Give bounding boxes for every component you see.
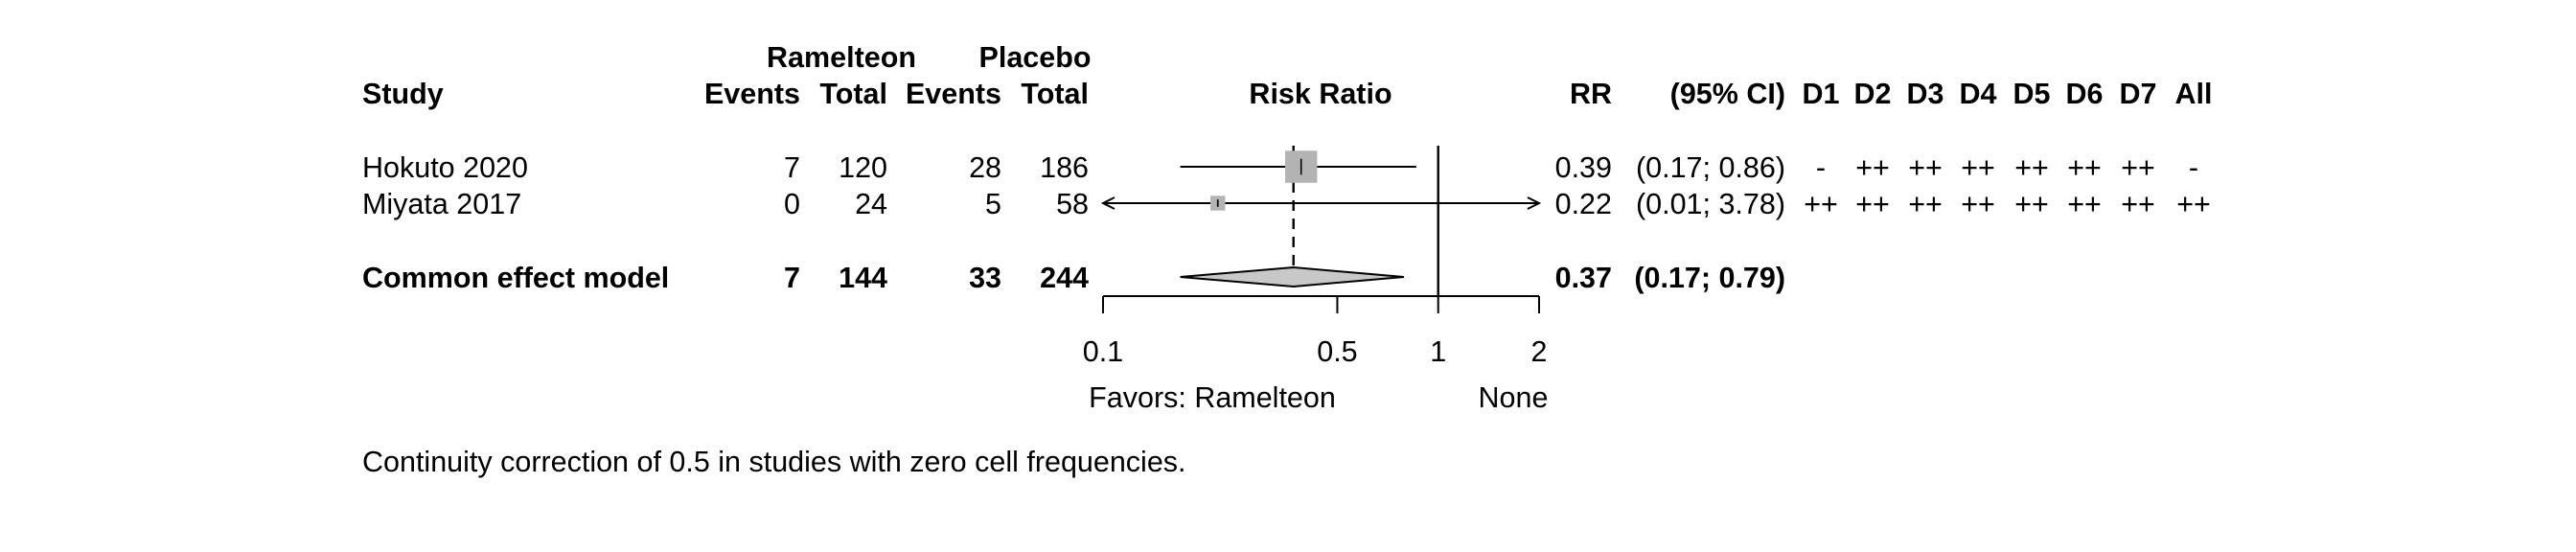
pooled-events1: 7: [784, 262, 800, 294]
pooled-rr: 0.37: [1555, 262, 1612, 294]
events2-cell: 5: [985, 188, 1001, 220]
x-tick-label: 2: [1531, 335, 1548, 368]
rob-header-d7: D7: [2120, 78, 2157, 110]
total1-cell: 24: [855, 188, 887, 220]
rob-cell-d6: ++: [2067, 188, 2102, 220]
rob-cell-d3: ++: [1908, 188, 1943, 220]
x-tick-label: 1: [1430, 335, 1446, 368]
rob-cell-d2: ++: [1855, 151, 1890, 184]
footnote: Continuity correction of 0.5 in studies …: [362, 446, 1186, 478]
total2-cell: 58: [1056, 188, 1089, 220]
rob-cell-d2: ++: [1855, 188, 1890, 220]
rob-header-d5: D5: [2013, 78, 2051, 110]
rob-cell-d6: ++: [2067, 151, 2102, 184]
rob-cell-d5: ++: [2014, 188, 2049, 220]
total2-header: Total: [1021, 78, 1089, 110]
total2-cell: 186: [1040, 151, 1089, 184]
pooled-total2: 244: [1040, 262, 1089, 294]
rob-domain-headers: D1 D2 D3 D4 D5 D6 D7 All: [1803, 78, 2213, 110]
study-name: Hokuto 2020: [362, 151, 528, 184]
events1-cell: 7: [784, 151, 800, 184]
rob-header-d6: D6: [2066, 78, 2104, 110]
ci-arrow-left: [1100, 196, 1116, 210]
study-name: Miyata 2017: [362, 188, 521, 220]
rr-cell: 0.22: [1555, 188, 1612, 220]
study-row: Miyata 2017 0 24 5 58 0.22 (0.01; 3.78) ++ ++ ++ +…: [362, 188, 2211, 220]
rob-cell-d4: ++: [1961, 188, 1995, 220]
rob-cell-d1: ++: [1804, 188, 1838, 220]
ci-header: (95% CI): [1670, 78, 1785, 110]
total1-cell: 120: [839, 151, 887, 184]
pooled-row: Common effect model 7 144 33 244 0.37 (0…: [362, 262, 1785, 294]
study-header: Study: [362, 78, 444, 110]
x-axis: 0.1 0.5 1 2: [1083, 295, 1548, 368]
rr-header: RR: [1570, 78, 1612, 110]
total1-header: Total: [819, 78, 887, 110]
study-row: Hokuto 2020 7 120 28 186 0.39 (0.17; 0.86) - ++ +…: [362, 151, 2198, 184]
rr-cell: 0.39: [1555, 151, 1612, 184]
events2-cell: 28: [969, 151, 1001, 184]
rob-cell-d7: ++: [2121, 188, 2155, 220]
rob-header-d2: D2: [1854, 78, 1892, 110]
ci-arrow-right: [1527, 196, 1542, 210]
rob-cell-d8: ++: [2176, 188, 2211, 220]
ci-cell: (0.01; 3.78): [1636, 188, 1785, 220]
favors-right-label: None: [1479, 381, 1549, 414]
rob-cell-d8: -: [2189, 151, 2198, 184]
pooled-events2: 33: [969, 262, 1001, 294]
favors-left-label: Favors: Ramelteon: [1089, 381, 1336, 414]
ci-cell: (0.17; 0.86): [1636, 151, 1785, 184]
rob-header-d1: D1: [1803, 78, 1840, 110]
events1-cell: 0: [784, 188, 800, 220]
rob-cell-d4: ++: [1961, 151, 1995, 184]
events2-header: Events: [906, 78, 1001, 110]
rob-cell-d5: ++: [2014, 151, 2049, 184]
rob-header-d3: D3: [1907, 78, 1944, 110]
pooled-diamond: [1180, 265, 1405, 288]
events1-header: Events: [704, 78, 800, 110]
rob-cell-d7: ++: [2121, 151, 2155, 184]
rob-header-all: All: [2175, 78, 2213, 110]
pooled-ci: (0.17; 0.79): [1634, 262, 1785, 294]
rob-cell-d1: -: [1816, 151, 1826, 184]
group1-header: Ramelteon: [767, 41, 916, 74]
rob-cell-d3: ++: [1908, 151, 1943, 184]
x-tick-label: 0.1: [1083, 335, 1123, 368]
effect-header: Risk Ratio: [1249, 78, 1392, 110]
pooled-label: Common effect model: [362, 262, 669, 294]
rob-header-d4: D4: [1960, 78, 1997, 110]
pooled-total1: 144: [839, 262, 887, 294]
group2-header: Placebo: [979, 41, 1092, 74]
plot-area: [1100, 146, 1542, 295]
study-rows: Hokuto 2020 7 120 28 186 0.39 (0.17; 0.86) - ++ +…: [362, 151, 2211, 220]
x-tick-label: 0.5: [1317, 335, 1357, 368]
